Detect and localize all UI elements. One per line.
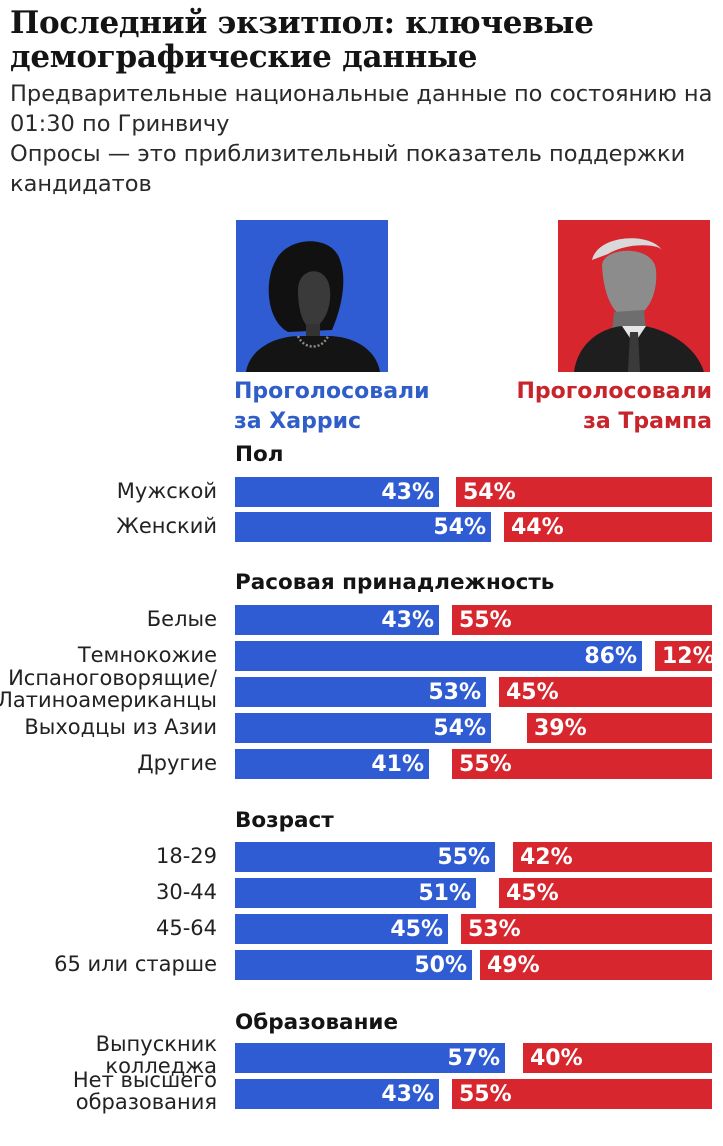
section-title: Возраст [235,808,334,833]
trump-portrait [558,220,710,372]
harris-bar: 41% [235,749,429,779]
harris-bar-label: 54% [433,716,486,741]
section-title: Образование [235,1010,399,1035]
trump-bar-label: 54% [463,480,516,505]
trump-bar-label: 12% [662,644,715,669]
harris-bar: 55% [235,842,495,872]
trump-bar-label: 45% [506,881,559,906]
harris-bar-label: 53% [428,680,481,705]
harris-bar-label: 50% [414,953,467,978]
trump-bar-label: 55% [459,1082,512,1107]
trump-bar: 45% [499,878,712,908]
trump-bar-label: 53% [468,917,521,942]
trump-bar: 53% [461,914,712,944]
trump-bar-label: 42% [520,845,573,870]
row-label: Другие [137,751,217,775]
harris-bar: 50% [235,950,472,980]
trump-portrait-image [558,220,710,372]
row-label: Испаноговорящие/Латиноамериканцы [0,666,217,712]
trump-legend-label: Проголосовали за Трампа [516,379,712,434]
trump-bar: 12% [655,641,715,671]
trump-bar: 39% [527,713,712,743]
harris-portrait-image [236,220,388,372]
row-label: 45-64 [155,916,217,940]
trump-bar-label: 55% [459,752,512,777]
row-label: Выпускник колледжа [95,1032,217,1078]
harris-legend-label: Проголосовали за Харрис [234,379,430,434]
trump-bar: 55% [452,749,712,779]
subtitle-data-note: Предварительные национальные данные по с… [10,81,713,137]
page-title: Последний экзитпол: ключевые демографиче… [10,5,594,75]
trump-bar-label: 40% [530,1046,583,1071]
harris-bar: 54% [235,512,491,542]
harris-bar: 45% [235,914,448,944]
harris-bar-label: 45% [390,917,443,942]
trump-bar: 42% [513,842,712,872]
harris-portrait [236,220,388,372]
harris-bar: 43% [235,477,439,507]
harris-bar-label: 43% [381,480,434,505]
row-label: Выходцы из Азии [24,715,217,739]
harris-bar-label: 55% [437,845,490,870]
trump-bar-label: 49% [487,953,540,978]
harris-bar: 57% [235,1043,505,1073]
trump-bar-label: 55% [459,608,512,633]
harris-bar-label: 43% [381,1082,434,1107]
harris-bar: 43% [235,1079,439,1109]
row-label: 30-44 [155,880,217,904]
row-label: Мужской [116,479,217,503]
section-title: Расовая принадлежность [235,570,555,595]
harris-bar: 51% [235,878,476,908]
harris-bar: 54% [235,713,491,743]
trump-bar: 49% [480,950,712,980]
trump-bar: 55% [452,1079,712,1109]
harris-bar: 53% [235,677,486,707]
harris-bar-label: 86% [584,644,637,669]
trump-bar-label: 45% [506,680,559,705]
trump-bar: 45% [499,677,712,707]
harris-bar-label: 41% [371,752,424,777]
trump-bar: 54% [456,477,712,507]
subtitle-poll-note: Опросы — это приблизительный показатель … [10,141,686,197]
harris-bar: 86% [235,641,642,671]
harris-bar-label: 43% [381,608,434,633]
trump-bar-label: 39% [534,716,587,741]
trump-bar: 55% [452,605,712,635]
row-label: Белые [146,607,217,631]
row-label: Темнокожие [77,643,217,667]
trump-bar-label: 44% [511,515,564,540]
row-label: Нет высшего образования [72,1068,217,1114]
row-label: 18-29 [155,844,217,868]
row-label: Женский [116,514,217,538]
trump-bar: 40% [523,1043,712,1073]
section-title: Пол [235,442,284,467]
harris-bar: 43% [235,605,439,635]
trump-bar: 44% [504,512,712,542]
harris-bar-label: 51% [418,881,471,906]
harris-bar-label: 54% [433,515,486,540]
harris-bar-label: 57% [447,1046,500,1071]
row-label: 65 или старше [54,952,217,976]
